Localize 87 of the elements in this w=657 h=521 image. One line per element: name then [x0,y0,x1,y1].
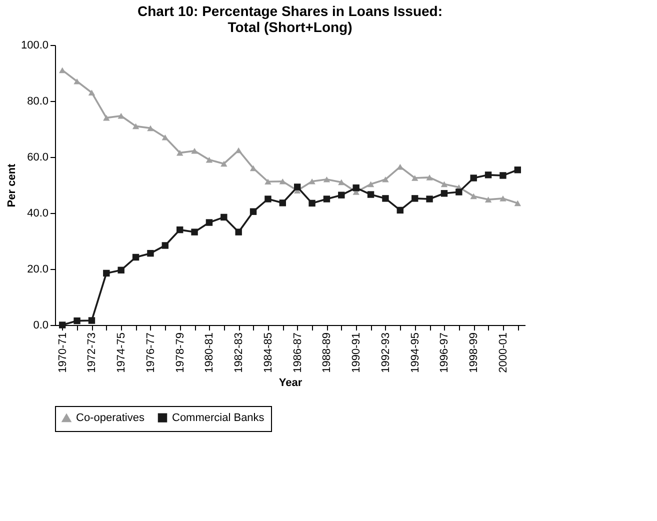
point [147,250,154,257]
point [132,123,140,130]
point [118,112,124,119]
point [396,206,404,214]
point [206,156,213,163]
y-tick-label: 20.0 [27,264,48,276]
point [484,172,492,178]
x-tick-label: 1976-77 [144,332,157,373]
x-tick-label: 1994-95 [409,332,422,373]
y-tick-label: 100.0 [20,40,48,52]
point [294,184,301,190]
point [367,191,374,198]
legend-label: Co-operatives [76,412,145,424]
point [440,190,448,197]
point [426,196,433,202]
point [162,242,169,249]
x-tick-label: 1984-85 [262,332,274,373]
legend-label: Commercial Banks [172,412,265,424]
point [118,266,124,274]
y-tick-label: 40.0 [27,208,48,220]
point [470,193,477,200]
point [514,166,522,174]
y-tick-label: 60.0 [27,152,48,164]
point [500,172,506,179]
point [308,200,316,207]
point [470,174,477,182]
point [382,176,389,182]
point [456,188,462,196]
point [279,178,286,184]
point [235,147,242,154]
point [88,90,96,96]
point [162,134,169,140]
chart-title: Chart 10: Percentage Shares in Loans Issued: Total (Short+Long) [138,3,442,35]
point [176,226,184,234]
point [132,254,140,261]
x-tick-label: 1986-87 [292,332,304,373]
point [88,317,96,324]
point [426,174,433,180]
point [264,178,272,185]
point [250,208,257,215]
point [206,219,213,226]
x-axis-title: Year [278,376,303,389]
point [58,322,66,328]
x-tick-label: 1982-83 [233,332,246,373]
point [191,148,198,154]
point [176,150,184,156]
point [191,228,198,236]
x-tick-label: 1998-99 [468,332,480,373]
point [352,184,360,192]
point [500,196,506,202]
point [264,196,272,202]
point [74,317,80,324]
point [514,200,522,206]
point [279,200,286,206]
point [308,178,316,184]
point [235,228,242,236]
x-tick-label: 1988-89 [321,332,334,373]
point [103,270,110,277]
y-tick-label: 80.0 [27,96,48,108]
x-tick-label: 1990-91 [350,332,363,373]
x-tick-label: 2000-01 [497,332,510,373]
x-tick-label: 1972-73 [86,332,98,373]
point [411,175,418,181]
y-axis-title: Per cent [6,163,18,208]
point [103,114,110,121]
point [250,165,257,172]
point [440,181,448,188]
x-tick-label: 1992-93 [380,332,392,373]
x-tick-label: 1970-71 [56,332,69,373]
point [323,176,330,182]
point [74,78,80,84]
point [484,196,492,202]
x-tick-label: 1974-75 [116,332,128,373]
x-tick-label: 1996-97 [438,332,451,373]
point [411,195,418,202]
point [220,160,228,167]
point [367,181,374,188]
point [338,179,345,186]
point [220,214,228,221]
point [147,125,154,132]
point [58,67,66,74]
x-tick-label: 1978-79 [174,332,186,373]
y-tick-label: 0.0 [33,320,48,332]
point [323,196,330,202]
point [338,192,345,198]
x-tick-label: 1980-81 [204,332,216,373]
point [382,195,389,202]
